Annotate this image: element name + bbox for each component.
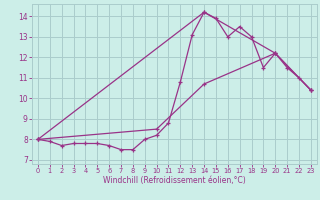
X-axis label: Windchill (Refroidissement éolien,°C): Windchill (Refroidissement éolien,°C) bbox=[103, 176, 246, 185]
